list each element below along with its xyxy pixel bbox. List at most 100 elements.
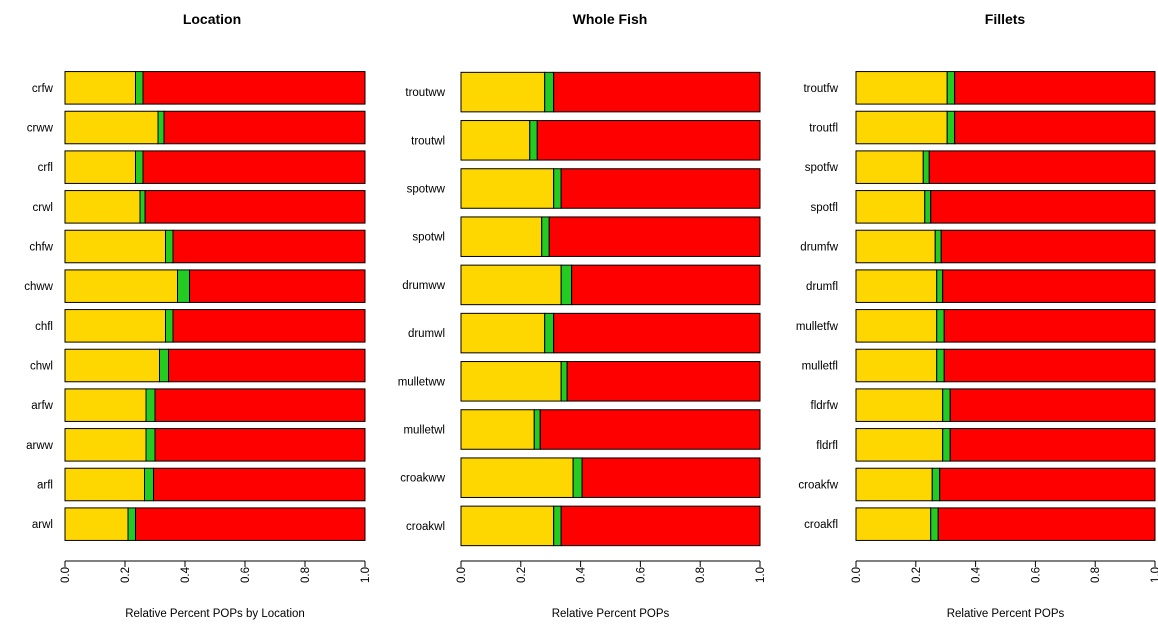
bar-segment: [159, 348, 169, 383]
bar-segment: [168, 348, 366, 383]
bar-segment: [942, 269, 1156, 303]
category-label: croakwl: [406, 521, 445, 533]
bar-segment: [930, 507, 939, 541]
x-axis-label: Relative Percent POPs by Location: [125, 608, 305, 620]
category-label: troutfl: [809, 123, 838, 135]
bar-segment: [64, 110, 159, 145]
bar-segment: [572, 457, 583, 498]
x-tick-label: 0.0: [60, 567, 72, 583]
bar-segment: [139, 190, 146, 224]
bar-segment: [855, 190, 926, 224]
category-label: fldrfl: [816, 440, 838, 452]
bar-segment: [942, 428, 951, 462]
bar-segment: [165, 229, 174, 264]
bar-segment: [936, 309, 945, 343]
bar-segment: [64, 190, 141, 224]
bar-segment: [855, 467, 933, 502]
x-axis-label: Relative Percent POPs: [947, 608, 1065, 620]
bar-segment: [855, 428, 944, 462]
bar-segment: [855, 388, 944, 422]
category-label: croakfl: [804, 519, 838, 531]
bar-segment: [142, 150, 366, 184]
bar-segment: [855, 110, 948, 145]
category-label: drumww: [402, 280, 446, 292]
category-label: crww: [27, 123, 54, 135]
bar-segment: [541, 216, 550, 257]
x-tick-label: 0.8: [1090, 567, 1102, 583]
bar-segment: [560, 505, 761, 547]
category-label: drumfl: [806, 281, 838, 293]
category-label: troutwl: [411, 135, 445, 147]
bar-segment: [937, 507, 1156, 541]
bar-segment: [142, 71, 366, 105]
bar-segment: [855, 229, 936, 264]
bar-segment: [529, 120, 538, 161]
bar-segment: [949, 428, 1156, 462]
bar-segment: [560, 264, 573, 306]
bar-segment: [936, 348, 945, 383]
bar-segment: [64, 309, 166, 343]
bar-segment: [949, 388, 1156, 422]
x-tick-label: 0.4: [180, 566, 192, 583]
bar-segment: [460, 457, 574, 498]
category-label: mulletww: [398, 376, 446, 388]
category-label: chfl: [35, 321, 53, 333]
bar-segment: [922, 150, 930, 184]
bar-segment: [154, 388, 366, 422]
x-tick-label: 1.0: [1150, 567, 1158, 583]
bar-segment: [154, 428, 366, 462]
bar-segment: [939, 467, 1156, 502]
bar-segment: [64, 71, 136, 105]
category-label: fldrfw: [811, 400, 839, 412]
bar-segment: [135, 71, 144, 105]
bar-segment: [460, 505, 555, 547]
bar-segment: [165, 309, 174, 343]
bar-segment: [64, 150, 136, 184]
x-tick-label: 0.6: [240, 567, 252, 583]
bar-segment: [544, 312, 555, 354]
bar-segment: [64, 269, 178, 303]
bar-segment: [855, 269, 938, 303]
bar-segment: [460, 264, 562, 306]
x-tick-label: 0.2: [120, 567, 132, 583]
x-tick-label: 0.2: [516, 567, 528, 583]
bar-segment: [64, 507, 129, 541]
x-tick-label: 1.0: [360, 567, 372, 583]
bar-segment: [946, 71, 956, 105]
x-tick-label: 0.8: [300, 567, 312, 583]
bar-segment: [553, 312, 761, 354]
x-tick-label: 0.6: [1030, 567, 1042, 583]
bar-segment: [936, 269, 944, 303]
category-label: spotfw: [805, 162, 839, 174]
bar-segment: [533, 409, 541, 450]
category-label: arwl: [32, 519, 53, 531]
bar-segment: [928, 150, 1156, 184]
chart-panel-1: Location crfw crww crfl crwl chfw chww chfl chwl…: [24, 11, 372, 620]
category-label: troutfw: [803, 83, 838, 95]
bar-segment: [566, 361, 761, 402]
bar-segment: [560, 361, 568, 402]
x-tick-label: 0.0: [851, 567, 863, 583]
bar-segment: [946, 110, 956, 145]
category-label: spotwl: [412, 232, 445, 244]
bar-segment: [163, 110, 366, 145]
category-label: arfl: [37, 480, 53, 492]
category-label: crfl: [38, 162, 53, 174]
bar-segment: [460, 168, 555, 209]
chart-panel-3: Fillets troutfw troutfl spotfw spotfl drumfw d…: [796, 11, 1158, 620]
category-label: croakfw: [798, 480, 838, 492]
bar-segment: [934, 229, 942, 264]
x-tick-label: 1.0: [755, 567, 767, 583]
bar-segment: [855, 309, 938, 343]
category-label: arww: [26, 440, 54, 452]
bar-segment: [189, 269, 366, 303]
bar-segment: [64, 428, 147, 462]
bar-segment: [144, 190, 366, 224]
bar-segment: [855, 348, 938, 383]
bar-segment: [855, 71, 948, 105]
bar-segment: [553, 168, 562, 209]
bar-segment: [135, 150, 144, 184]
bar-segment: [64, 388, 147, 422]
